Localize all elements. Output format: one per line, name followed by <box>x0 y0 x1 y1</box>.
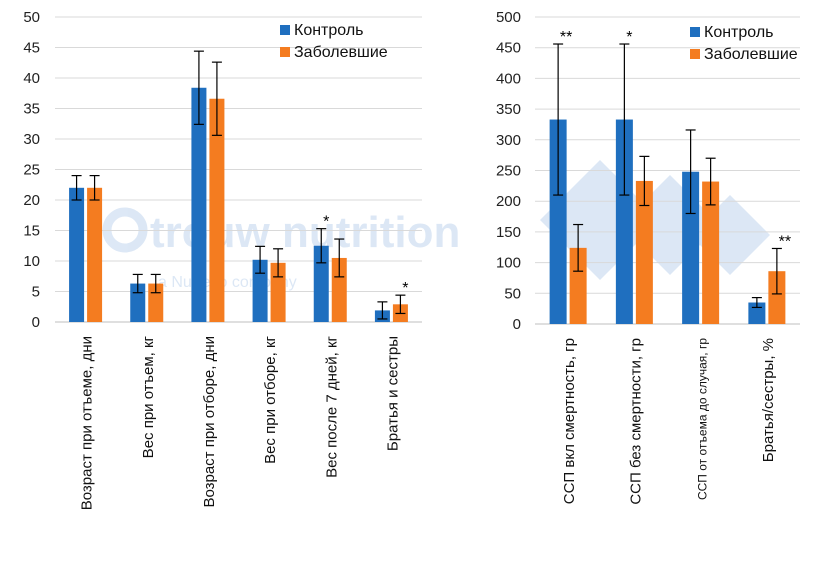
bar-sick <box>209 98 225 323</box>
y-tick-label: 40 <box>23 70 40 87</box>
bar-control <box>69 187 85 322</box>
bar-sick <box>87 187 103 322</box>
y-tick-label: 350 <box>496 101 521 118</box>
x-tick-label: Вес после 7 дней, кг <box>323 335 340 477</box>
bar-control <box>549 119 567 325</box>
x-tick-label: Возраст при отъеме, дни <box>79 336 96 510</box>
y-tick-label: 150 <box>496 224 521 241</box>
legend-swatch <box>690 27 700 37</box>
bar-control <box>191 87 207 322</box>
bar-control <box>682 171 700 324</box>
y-tick-label: 10 <box>23 253 40 270</box>
chart-1: 0 5 10 15 20 25 30 35 40 45 50 Возраст при отъеме, … <box>23 9 422 510</box>
bar-sick <box>768 271 786 324</box>
y-tick-label: 250 <box>496 163 521 180</box>
y-tick-label: 500 <box>496 9 521 26</box>
y-tick-label: 0 <box>32 314 40 331</box>
y-tick-label: 45 <box>23 40 40 57</box>
y-tick-label: 100 <box>496 255 521 272</box>
legend-swatch <box>280 25 290 35</box>
legend-label: Заболевшие <box>704 46 798 63</box>
x-tick-label: ССП от отъема до случая, гр <box>696 338 710 500</box>
watermark: trouw nutrition a Nutreco company <box>102 160 770 291</box>
y-tick-label: 0 <box>513 316 521 333</box>
y-tick-label: 50 <box>23 9 40 26</box>
significance-marker: ** <box>560 29 572 46</box>
x-tick-label: Братья и сестры <box>384 336 401 451</box>
legend-label: Контроль <box>704 24 774 41</box>
legend-swatch <box>280 47 290 57</box>
legend-label: Контроль <box>294 22 364 39</box>
y-tick-label: 200 <box>496 193 521 210</box>
significance-marker: ** <box>779 233 791 250</box>
legend-swatch <box>690 49 700 59</box>
y-tick-label: 450 <box>496 40 521 57</box>
chart-2: 0 50 100 150 200 250 300 350 400 450 500 ССП вкл см… <box>496 9 800 505</box>
y-tick-label: 20 <box>23 192 40 209</box>
bar-sick <box>635 180 653 324</box>
y-tick-label: 25 <box>23 162 40 179</box>
legend-label: Заболевшие <box>294 44 388 61</box>
significance-marker: * <box>402 280 408 297</box>
x-tick-label: Братья/сестры, % <box>760 338 777 462</box>
significance-marker: * <box>626 29 632 46</box>
x-tick-label: ССП без смертности, гр <box>627 338 644 505</box>
x-tick-label: ССП вкл смертность, гр <box>561 338 578 504</box>
significance-marker: * <box>323 214 329 231</box>
y-tick-label: 15 <box>23 223 40 240</box>
bar-sick <box>702 181 720 324</box>
y-tick-label: 35 <box>23 101 40 118</box>
y-tick-label: 400 <box>496 70 521 87</box>
bar-sick <box>331 257 347 322</box>
y-tick-label: 300 <box>496 132 521 149</box>
bar-sick <box>270 262 286 322</box>
y-tick-label: 5 <box>32 284 40 301</box>
x-tick-label: Возраст при отборе, дни <box>201 336 218 508</box>
bar-control <box>252 259 268 322</box>
y-tick-label: 30 <box>23 131 40 148</box>
bar-sick <box>569 247 587 324</box>
x-tick-label: Вес при отъем, кг <box>140 335 157 458</box>
bar-control <box>615 119 633 325</box>
x-tick-label: Вес при отборе, кг <box>262 335 279 463</box>
bar-control <box>313 245 329 322</box>
y-tick-label: 50 <box>504 285 521 302</box>
